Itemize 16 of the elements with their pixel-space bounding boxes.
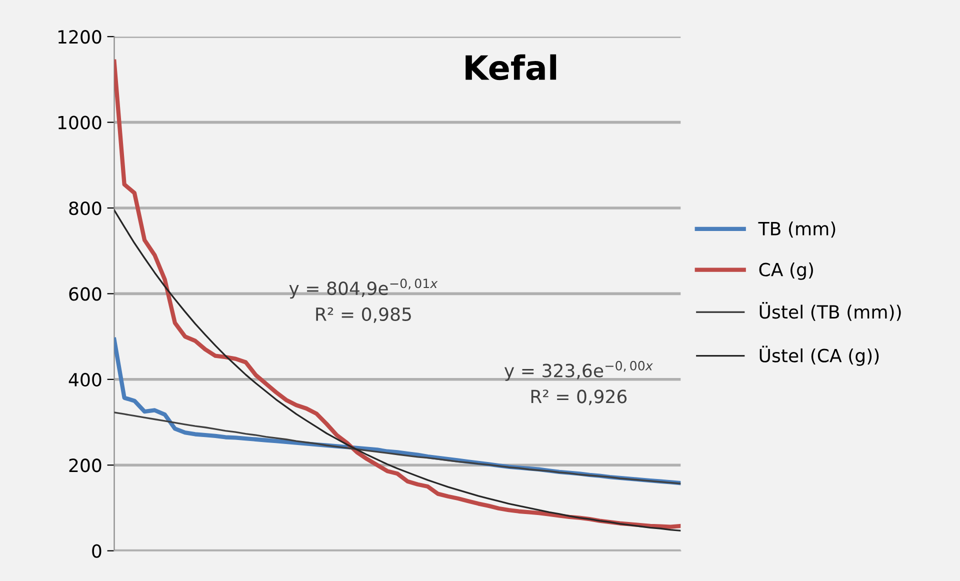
y-tick-label: 1200 — [58, 30, 102, 44]
chart-title: Kefal — [466, 54, 556, 80]
legend-label: Üstel (CA (g)) — [760, 346, 879, 366]
y-tick-label: 200 — [69, 458, 102, 472]
text: y = 323,6e$^{−0,00x}$ R² = 0,926 — [504, 360, 653, 406]
legend-label: TB (mm) — [758, 222, 836, 238]
y-tick-label: 1000 — [58, 116, 102, 130]
y-tick-label: 400 — [68, 372, 102, 387]
y-tick-label: 800 — [69, 201, 102, 216]
y-tick-label: 600 — [69, 287, 102, 301]
line-series — [114, 412, 681, 484]
legend-label: Üstel (TB (mm)) — [760, 302, 901, 321]
line-series — [114, 209, 681, 532]
y-tick-label: 0 — [92, 544, 102, 558]
text: y = 804,9e$^{−0,01x}$ R² = 0,985 — [289, 278, 438, 323]
legend-label: CA (g) — [759, 262, 813, 280]
